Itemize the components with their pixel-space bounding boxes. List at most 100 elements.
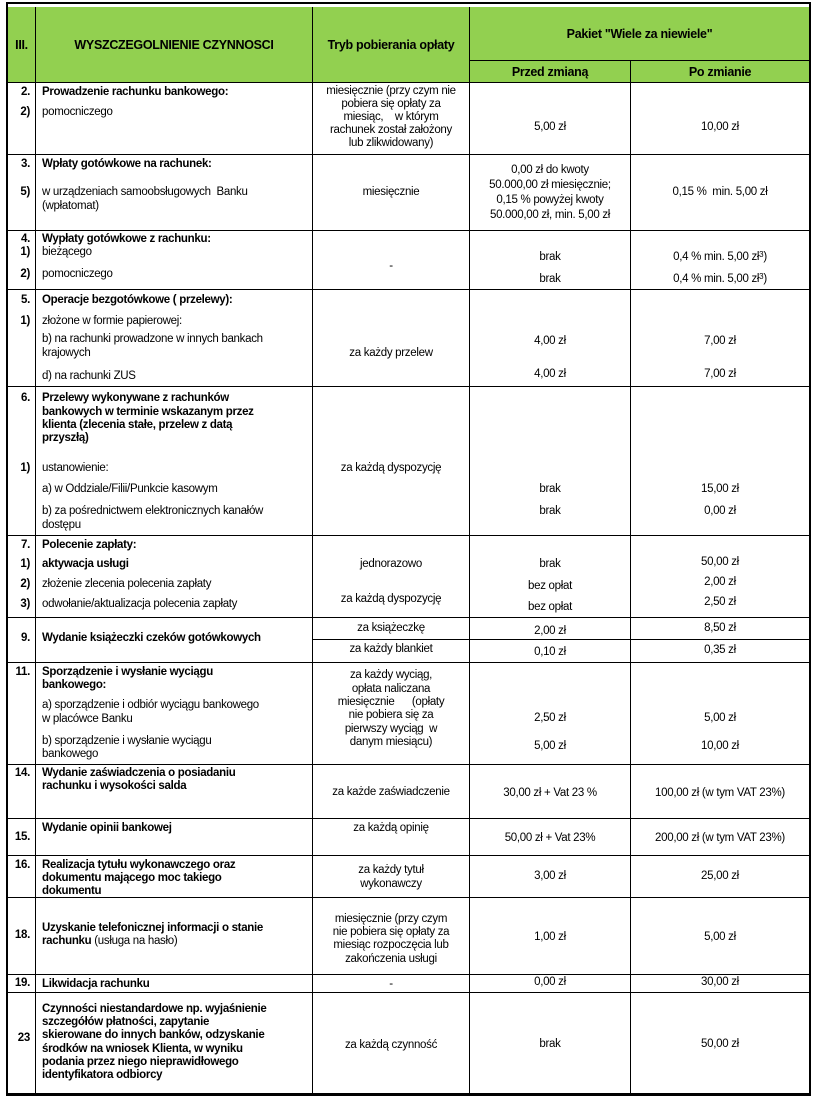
row-number-cell: 23 [8,993,36,1093]
text-line: za każdą czynność [344,1039,438,1051]
text-line: (wpłatomat) [42,200,99,212]
text-line: 23 [17,1032,31,1044]
fee-mode-cell: za każdy wyciąg, opłata naliczana miesięcz… [313,663,470,764]
text-segment: 3 [759,250,764,259]
after-change-cell: 200,00 zł (w tym VAT 23%) [631,819,809,855]
text-line: pomocniczego [42,268,113,280]
text-line: 1,00 zł [534,931,566,943]
text-line: miesięcznie [362,186,420,198]
text-line: rachunku (usługa na hasło) [36,934,312,948]
text-line: miesiąc, w którym [343,111,439,123]
before-change-cell: 2,50 zł 5,00 zł [470,663,631,764]
fee-mode-cell: za każdą dyspozycję [313,387,470,535]
text-line: 7,00 zł [704,368,736,380]
fee-mode-cell: miesięcznie (przy czym nie pobiera się op… [313,83,470,154]
text-line: dokumentu mającego moc takiego [42,872,222,884]
text-line: Realizacja tytułu wykonawczego oraz [42,859,236,871]
text-segment: 3 [759,272,764,281]
text-line: miesięcznie (przy czym nie [326,85,456,97]
text-line: 18. [14,929,30,941]
table-row: 19. Likwidacja rachunku - 0,00 zł 30,00 zł [8,975,809,993]
after-change-cell: 0,15 % min. 5,00 zł [631,155,809,230]
text-line: miesiąc rozpoczęcia lub [333,939,449,951]
row-number-cell: 5. 1) [8,290,36,386]
row-number-cell: 15. [8,819,36,855]
before-change-cell: brak brak [470,231,631,289]
before-change-cell: 0,00 zł [470,975,631,992]
text-line: brak [539,273,561,285]
table-row: 7. 1) 2) 3) Polecenie zapłaty: aktywacja usłu… [8,536,809,618]
text-line: 7. [21,539,30,551]
text-segment: ) [763,273,767,285]
text-line: 5) [20,186,30,198]
activity-cell: Polecenie zapłaty: aktywacja usługi złożen… [36,536,313,617]
text-line: Likwidacja rachunku [42,978,150,990]
text-line: lub zlikwidowany) [348,137,434,149]
before-change-cell: brak bez opłat bez opłat [470,536,631,617]
text-line: 0,00 zł [534,976,566,988]
header-after-change: Po zmianie [631,61,809,82]
text-line: 2) [20,106,30,118]
text-line: brak [539,505,561,517]
text-line: za każdą opinię [353,822,429,834]
text-line: bieżącego [42,246,92,258]
after-change-cell: 7,00 zł 7,00 zł [631,290,809,386]
text-segment: (usługa na hasło) [94,935,178,947]
table-row: 9. Wydanie książeczki czeków gotówkowych z… [8,618,809,663]
text-line: za każdy tytuł [358,864,424,876]
header-package-title: Pakiet "Wiele za niewiele" [470,7,809,61]
text-line: Przelewy wykonywane z rachunków [42,392,229,404]
row-number-cell: 11. [8,663,36,764]
text-line: 8,50 zł [704,622,736,634]
text-line: 1) [20,462,30,474]
row-number-cell: 4. 1) 2) [8,231,36,289]
activity-cell: Operacje bezgotówkowe ( przelewy): złożon… [36,290,313,386]
text-line: Uzyskanie telefonicznej informacji o sta… [42,922,264,934]
text-line: 0,4 % min. 5,00 zł3) [631,250,809,264]
text-line: środków na wniosek Klienta, w wyniku [42,1043,243,1055]
text-segment: 0,4 % min. 5,00 zł [673,273,760,285]
fee-mode-cell: - [313,975,470,992]
table-row: 4. 1) 2) Wypłaty gotówkowe z rachunku: bieżą… [8,231,809,290]
text-line: za każdy blankiet [349,643,433,655]
text-line: brak [539,1038,561,1050]
before-change-cell: brak [470,993,631,1093]
header-activity-column: WYSZCZEGOLNIENIE CZYNNOSCI [36,7,313,82]
text-line: 4. [21,233,30,245]
text-line: ustanowienie: [42,462,109,474]
fee-mode-cell: jednorazowo za każdą dyspozycję [313,536,470,617]
text-line: aktywacja usługi [42,558,129,570]
text-line: Operacje bezgotówkowe ( przelewy): [42,294,233,306]
activity-cell: Realizacja tytułu wykonawczego oraz dokum… [36,856,313,897]
text-line: miesięcznie (przy czym [334,913,448,925]
text-line: 4,00 zł [534,368,566,380]
text-line: danym miesiącu) [349,736,433,748]
text-line: bankowych w terminie wskazanym przez [42,406,254,418]
text-line: Polecenie zapłaty: [42,539,137,551]
text-line: klienta (zlecenia stałe, przelew z datą [42,419,233,431]
text-line: 6. [21,392,30,404]
activity-cell: Uzyskanie telefonicznej informacji o sta… [36,898,313,974]
text-line: 200,00 zł (w tym VAT 23%) [655,832,785,844]
text-line: bez opłat [528,580,572,592]
text-line: 3) [20,598,30,610]
after-change-cell: 100,00 zł (w tym VAT 23%) [631,765,809,818]
after-change-cell: 30,00 zł [631,975,809,992]
text-line: rachunek został założony [330,124,452,136]
text-line: 2,00 zł [704,576,736,588]
text-line: a) w Oddziale/Filii/Punkcie kasowym [42,483,218,495]
fee-mode-cell: miesięcznie (przy czym nie pobiera się op… [313,898,470,974]
header-before-change: Przed zmianą [470,61,631,82]
text-line: 0,10 zł [534,646,566,658]
text-line: rachunku i wysokości salda [42,780,187,792]
text-line: 0,00 zł do kwoty [511,164,589,176]
after-change-cell: 8,50 zł 0,35 zł [631,618,809,662]
text-line: odwołanie/aktualizacja polecenia zapłaty [42,598,238,610]
text-line: 2) [20,268,30,280]
text-line: Sporządzenie i wysłanie wyciągu [42,666,213,678]
text-line: Czynności niestandardowe np. wyjaśnienie [42,1003,267,1015]
table-row: 23 Czynności niestandardowe np. wyjaśnien… [8,993,809,1093]
before-change-cell: 0,00 zł do kwoty 50.000,00 zł miesięcznie… [470,155,631,230]
table-row: 2. 2) Prowadzenie rachunku bankowego: pomoc… [8,83,809,155]
